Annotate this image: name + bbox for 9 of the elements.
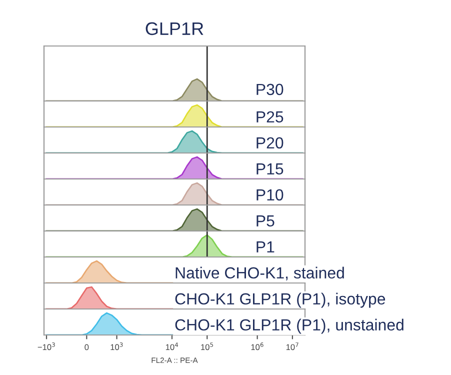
x-tick-label: 10$^{7}$ bbox=[286, 342, 298, 350]
series-label: P20 bbox=[256, 137, 284, 149]
chart-title: GLP1R bbox=[146, 22, 204, 36]
x-tick-label: 10$^{3}$ bbox=[110, 342, 123, 350]
x-tick-label: 10$^{5}$ bbox=[201, 342, 214, 350]
x-tick-label: 10$^{6}$ bbox=[251, 342, 264, 350]
x-tick-label: 10$^{4}$ bbox=[166, 342, 178, 350]
x-tick-label: 0 bbox=[84, 344, 89, 350]
x-tick-label: −10$^{3}$ bbox=[38, 342, 55, 350]
